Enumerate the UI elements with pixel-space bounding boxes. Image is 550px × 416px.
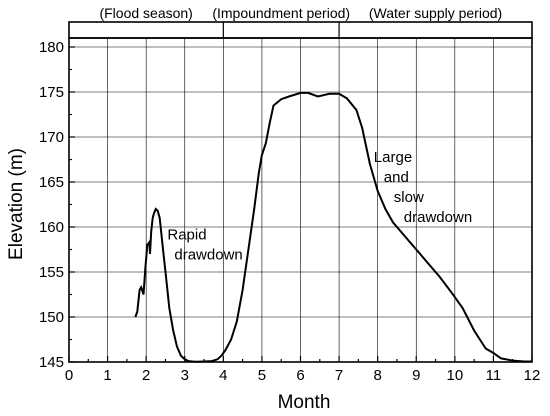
x-tick-label: 3: [181, 367, 189, 384]
period-band: (Flood season) (Impoundment period) (Water…: [68, 5, 533, 39]
x-axis-title: Month: [278, 392, 331, 413]
annotation: Large and slow drawdown: [374, 149, 472, 226]
annotation: Rapid drawdown: [167, 227, 242, 264]
x-tick-label: 9: [412, 367, 420, 384]
period-label: (Impoundment period): [212, 5, 350, 21]
annotation-line: and: [384, 169, 409, 186]
series-layer: [134, 91, 532, 363]
annotation-line: slow: [394, 189, 424, 206]
y-tick-label: 155: [39, 264, 64, 281]
period-label: (Water supply period): [369, 5, 502, 21]
x-tick-label: 1: [103, 367, 111, 384]
x-tick-label: 8: [373, 367, 381, 384]
y-tick-label: 175: [39, 84, 64, 101]
x-tick-label: 10: [446, 367, 463, 384]
x-tick-label: 7: [335, 367, 343, 384]
x-tick-label: 2: [142, 367, 150, 384]
x-tick-label: 0: [65, 367, 73, 384]
x-tick-label: 12: [524, 367, 541, 384]
y-tick-label: 160: [39, 219, 64, 236]
annotation-layer: Rapid drawdown Large and slow drawdown: [167, 149, 472, 263]
grid-layer: [69, 38, 532, 362]
annotation-line: drawdown: [174, 247, 242, 264]
y-tick-label: 180: [39, 39, 64, 56]
annotation-line: Large: [374, 149, 412, 166]
y-tick-label: 145: [39, 354, 64, 371]
y-tick-label: 165: [39, 174, 64, 191]
x-tick-label: 5: [258, 367, 266, 384]
x-tick-label: 4: [219, 367, 227, 384]
x-tick-label: 6: [296, 367, 304, 384]
y-axis-title: Elevation (m): [6, 148, 27, 260]
annotation-line: Rapid: [167, 227, 206, 244]
period-band-frame: [68, 21, 533, 39]
x-tick-label: 11: [486, 367, 502, 384]
y-tick-label: 150: [39, 309, 64, 326]
annotation-line: drawdown: [404, 209, 472, 226]
period-label: (Flood season): [99, 5, 192, 21]
y-tick-label: 170: [39, 129, 64, 146]
elevation-series-line: [134, 91, 532, 363]
